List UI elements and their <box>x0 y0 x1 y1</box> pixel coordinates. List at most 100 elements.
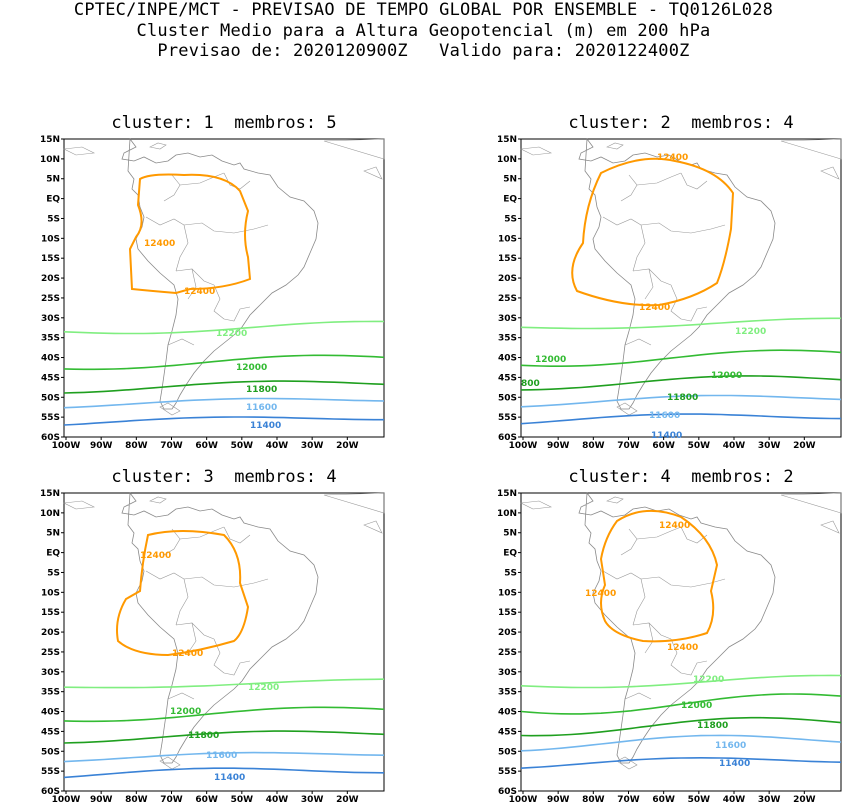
island-outline <box>820 166 840 180</box>
panel-3-title: cluster: 3 membros: 4 <box>111 467 337 487</box>
country-border <box>163 528 181 556</box>
contour-11400-line <box>520 756 842 769</box>
country-border <box>179 172 225 186</box>
lat-tick-label: 10S <box>41 234 60 244</box>
coastline <box>121 137 319 410</box>
lat-tick-label: 55S <box>498 413 517 423</box>
lon-tick-label: 70W <box>160 441 183 451</box>
lat-tick-label: 40S <box>41 354 60 364</box>
lat-tick-label: 60S <box>498 787 517 797</box>
country-border <box>644 268 654 300</box>
coastline <box>578 137 776 410</box>
lat-tick-label: EQ <box>46 549 60 559</box>
country-border <box>620 174 638 202</box>
country-border <box>179 526 225 540</box>
contour-12000-label: 12000 <box>681 701 712 711</box>
lon-tick-label: 30W <box>758 441 781 451</box>
lat-tick-label: 10S <box>498 588 517 598</box>
contour-11600-label: 11600 <box>246 403 277 413</box>
contour-12000-label: 12000 <box>170 707 201 717</box>
contour-12000-label: 12000 <box>711 371 742 381</box>
lon-tick-label: 20W <box>793 441 816 451</box>
lon-tick-label: 60W <box>195 795 218 803</box>
country-border <box>680 660 708 676</box>
island-outline <box>323 138 385 160</box>
lon-tick-label: 20W <box>336 795 359 803</box>
country-border <box>632 224 646 272</box>
contour-11600-label: 11600 <box>649 411 680 421</box>
map-frame <box>520 492 842 792</box>
lon-tick-label: 30W <box>301 441 324 451</box>
country-border <box>175 622 215 640</box>
island-outline <box>820 520 840 534</box>
island-outline <box>363 166 383 180</box>
lat-tick-label: 25S <box>41 648 60 658</box>
lat-tick-label: 5S <box>504 568 517 578</box>
cluster-2-map: 12400 12400 12200 12000 11800 11600 11400 12000… <box>497 135 842 451</box>
lon-tick-label: 50W <box>688 795 711 803</box>
contour-12200-label: 12200 <box>248 683 279 693</box>
lat-tick-label: 50S <box>41 747 60 757</box>
contour-12200-line <box>520 674 842 689</box>
coastline <box>578 491 776 764</box>
country-border <box>187 622 197 654</box>
contour-12400-label: 12400 <box>140 551 171 561</box>
panel-1-title: cluster: 1 membros: 5 <box>111 113 337 133</box>
country-border <box>620 528 638 556</box>
lat-tick-label: 5N <box>503 529 517 539</box>
contour-12000-line <box>520 349 842 367</box>
header-title-line1: CPTEC/INPE/MCT - PREVISAO DE TEMPO GLOBA… <box>73 0 774 20</box>
country-border <box>680 172 708 190</box>
country-border <box>640 222 726 234</box>
lat-tick-label: 25S <box>498 294 517 304</box>
lat-tick-label: 30S <box>41 314 60 324</box>
lon-tick-label: 80W <box>582 441 605 451</box>
contour-11800-line <box>63 730 385 744</box>
country-border <box>624 338 652 346</box>
lat-tick-label: 40S <box>498 708 517 718</box>
lat-tick-label: 40S <box>498 354 517 364</box>
contour-12400-label: 12400 <box>667 643 698 653</box>
country-border <box>213 284 225 320</box>
contour-12400-line <box>128 173 252 295</box>
lon-tick-label: 30W <box>301 795 324 803</box>
contour-12400-label: 12400 <box>585 589 616 599</box>
contour-11600-line <box>63 751 385 763</box>
panel-4-title: cluster: 4 membros: 2 <box>568 467 794 487</box>
country-border <box>183 576 269 588</box>
lat-tick-label: 15N <box>40 135 60 145</box>
lon-tick-label: 60W <box>652 795 675 803</box>
contour-11600-line <box>520 734 842 752</box>
country-border <box>167 692 195 700</box>
lat-tick-label: 10S <box>498 234 517 244</box>
island-outline <box>519 146 553 156</box>
contour-12400-label: 12400 <box>639 303 670 313</box>
lat-tick-label: 5N <box>503 175 517 185</box>
island-outline <box>606 142 624 150</box>
contour-11800-label: 11800 <box>667 393 698 403</box>
lat-tick-label: 60S <box>41 787 60 797</box>
lon-tick-label: 40W <box>266 795 289 803</box>
contour-11400-line <box>63 416 384 426</box>
country-border <box>175 224 189 272</box>
lon-tick-label: 40W <box>723 795 746 803</box>
lat-tick-label: 5S <box>504 214 517 224</box>
map-frame <box>63 492 385 792</box>
country-border <box>670 638 682 674</box>
lat-tick-label: 25S <box>41 294 60 304</box>
lat-tick-label: 25S <box>498 648 517 658</box>
lat-tick-label: 10S <box>41 588 60 598</box>
lat-tick-label: 45S <box>498 373 517 383</box>
contour-12200-line <box>63 678 385 689</box>
lat-tick-label: 35S <box>41 688 60 698</box>
contour-11800-label: 800 <box>521 379 540 389</box>
lat-tick-label: 50S <box>498 747 517 757</box>
lon-tick-label: 70W <box>160 795 183 803</box>
lat-tick-label: 45S <box>41 373 60 383</box>
lat-tick-label: EQ <box>503 549 517 559</box>
lat-tick-label: 10N <box>497 155 517 165</box>
lat-tick-label: 5N <box>46 529 60 539</box>
contour-11800-label: 11800 <box>188 731 219 741</box>
island-outline <box>606 496 624 504</box>
lat-tick-label: 40S <box>41 708 60 718</box>
